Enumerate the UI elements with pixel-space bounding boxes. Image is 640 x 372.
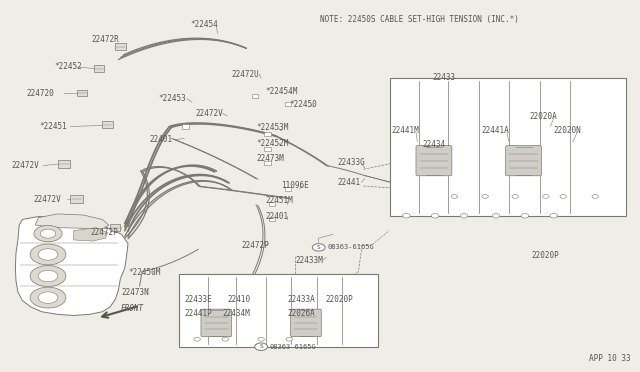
Bar <box>285 187 291 191</box>
Circle shape <box>560 195 566 198</box>
Circle shape <box>550 214 557 218</box>
Text: 08363-6165G: 08363-6165G <box>269 344 316 350</box>
Text: 22433M: 22433M <box>296 256 323 265</box>
Text: 22451M: 22451M <box>266 196 293 205</box>
Circle shape <box>403 214 410 218</box>
Text: *22453M: *22453M <box>256 123 289 132</box>
Text: FRONT: FRONT <box>120 304 143 312</box>
Circle shape <box>30 244 66 265</box>
Bar <box>110 224 120 231</box>
Text: 22026A: 22026A <box>287 309 315 318</box>
Circle shape <box>312 244 325 251</box>
Text: *22450M: *22450M <box>128 268 161 277</box>
FancyBboxPatch shape <box>201 309 232 337</box>
Text: 11096E: 11096E <box>281 182 308 190</box>
Bar <box>269 202 275 206</box>
Circle shape <box>222 337 228 341</box>
Text: 22433: 22433 <box>432 73 455 82</box>
FancyBboxPatch shape <box>416 146 452 176</box>
Circle shape <box>431 214 439 218</box>
Text: 22472P: 22472P <box>242 241 269 250</box>
Text: S: S <box>259 344 263 349</box>
Text: 22401: 22401 <box>150 135 173 144</box>
Text: *22454M: *22454M <box>266 87 298 96</box>
Circle shape <box>592 195 598 198</box>
Bar <box>182 124 189 129</box>
Circle shape <box>258 337 264 341</box>
Bar <box>264 147 271 151</box>
Circle shape <box>38 270 58 282</box>
Text: 22441A: 22441A <box>481 126 509 135</box>
Bar <box>264 161 271 165</box>
Text: 22020N: 22020N <box>554 126 581 135</box>
Polygon shape <box>74 228 108 241</box>
Text: 22473N: 22473N <box>122 288 149 296</box>
Text: 22433G: 22433G <box>338 158 365 167</box>
Text: 22441: 22441 <box>338 178 361 187</box>
Text: 22433A: 22433A <box>287 295 315 304</box>
Text: 22473M: 22473M <box>256 154 284 163</box>
Text: 22472V: 22472V <box>195 109 223 118</box>
Text: *22451: *22451 <box>40 122 67 131</box>
Text: *22450: *22450 <box>289 100 317 109</box>
Text: 22410: 22410 <box>228 295 251 304</box>
Text: S: S <box>317 245 321 250</box>
Text: NOTE: 22450S CABLE SET-HIGH TENSION (INC.*): NOTE: 22450S CABLE SET-HIGH TENSION (INC… <box>320 15 519 24</box>
Polygon shape <box>15 217 128 315</box>
Text: 22441M: 22441M <box>392 126 419 135</box>
Text: *22452M: *22452M <box>256 139 289 148</box>
Bar <box>179 274 378 347</box>
Text: 22434M: 22434M <box>223 309 250 318</box>
Bar <box>285 102 291 106</box>
Bar <box>269 217 275 221</box>
Circle shape <box>492 214 500 218</box>
Circle shape <box>286 337 292 341</box>
Circle shape <box>512 195 518 198</box>
Text: 22020P: 22020P <box>531 251 559 260</box>
Circle shape <box>482 195 488 198</box>
Bar <box>70 195 83 203</box>
Text: 22433E: 22433E <box>184 295 212 304</box>
Circle shape <box>38 292 58 303</box>
Circle shape <box>521 214 529 218</box>
Circle shape <box>543 195 549 198</box>
Text: *22453: *22453 <box>159 94 186 103</box>
Text: 22020P: 22020P <box>325 295 353 304</box>
Polygon shape <box>35 214 109 229</box>
Circle shape <box>460 214 468 218</box>
Bar <box>264 132 271 136</box>
Text: 22472R: 22472R <box>92 35 119 44</box>
Text: 22434: 22434 <box>422 140 445 149</box>
Circle shape <box>30 266 66 286</box>
Text: 22472V: 22472V <box>12 161 39 170</box>
Bar <box>94 65 104 72</box>
Circle shape <box>38 249 58 260</box>
Circle shape <box>34 225 62 242</box>
Text: 22020A: 22020A <box>530 112 557 121</box>
Text: 22472U: 22472U <box>232 70 259 79</box>
Circle shape <box>30 287 66 308</box>
Circle shape <box>451 195 458 198</box>
Circle shape <box>255 343 268 350</box>
Bar <box>390 78 626 216</box>
Bar <box>102 121 113 128</box>
Bar <box>58 160 70 168</box>
Text: 22441P: 22441P <box>184 309 212 318</box>
Text: 08363-6165G: 08363-6165G <box>327 244 374 250</box>
FancyBboxPatch shape <box>506 146 541 176</box>
Text: *22454: *22454 <box>191 20 218 29</box>
Text: 22472P: 22472P <box>91 228 118 237</box>
Bar <box>252 94 258 98</box>
Bar <box>77 90 87 96</box>
Text: 224720: 224720 <box>27 89 54 97</box>
Text: APP 10 33: APP 10 33 <box>589 354 630 363</box>
Text: *22452: *22452 <box>54 62 82 71</box>
Circle shape <box>40 229 56 238</box>
Circle shape <box>194 337 200 341</box>
FancyBboxPatch shape <box>291 309 321 337</box>
Text: 22472V: 22472V <box>33 195 61 203</box>
Bar <box>115 43 126 50</box>
Text: 22401: 22401 <box>266 212 289 221</box>
